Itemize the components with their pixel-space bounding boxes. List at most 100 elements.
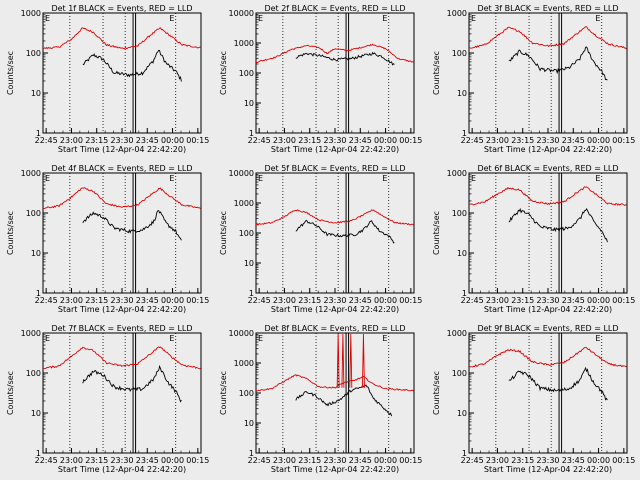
y-tick-label: 1000 xyxy=(21,329,41,338)
y-tick-label: 10 xyxy=(31,89,41,98)
x-tick-label: 23:00 xyxy=(273,456,296,465)
x-tick-label: 23:15 xyxy=(511,136,534,145)
x-tick-label: 00:00 xyxy=(374,456,397,465)
x-tick-label: 23:00 xyxy=(273,296,296,305)
y-tick-label: 1000 xyxy=(234,359,254,368)
y-tick-label: 1 xyxy=(462,449,467,458)
plot-panel-2 xyxy=(255,12,415,134)
x-tick-label: 00:15 xyxy=(399,296,422,305)
y-tick-label: 10 xyxy=(457,409,467,418)
lld-spike xyxy=(341,333,345,388)
y-tick-label: 1 xyxy=(36,289,41,298)
y-tick-label: 1000 xyxy=(21,169,41,178)
plot-panel-5 xyxy=(255,172,415,294)
y-tick-label: 10 xyxy=(244,259,254,268)
saa-marker-label: E xyxy=(382,14,387,23)
plot-title: Det 2f BLACK = Events, RED = LLD xyxy=(264,4,405,13)
series-line-events xyxy=(295,51,395,66)
y-tick-label: 1000 xyxy=(234,39,254,48)
x-tick-label: 23:45 xyxy=(349,136,372,145)
series-line-lld xyxy=(42,187,201,210)
x-tick-label: 00:15 xyxy=(186,296,209,305)
e-marker-label: E xyxy=(45,14,50,23)
plot-title: Det 5f BLACK = Events, RED = LLD xyxy=(264,164,405,173)
y-tick-label: 100 xyxy=(26,369,41,378)
x-tick-label: 23:00 xyxy=(486,296,509,305)
series-line-events xyxy=(82,210,182,241)
x-tick-label: 23:45 xyxy=(136,456,159,465)
y-tick-label: 100 xyxy=(26,49,41,58)
x-tick-label: 23:00 xyxy=(60,296,83,305)
plot-title: Det 3f BLACK = Events, RED = LLD xyxy=(477,4,618,13)
lld-spike xyxy=(349,333,353,388)
x-tick-label: 22:45 xyxy=(35,456,58,465)
x-tick-label: 23:15 xyxy=(85,456,108,465)
x-tick-label: 23:45 xyxy=(349,456,372,465)
y-tick-label: 1000 xyxy=(447,9,467,18)
x-tick-label: 00:00 xyxy=(161,456,184,465)
y-axis-label: Counts/sec xyxy=(6,211,15,255)
y-tick-label: 10 xyxy=(31,249,41,258)
y-tick-label: 1 xyxy=(249,129,254,138)
x-tick-label: 00:15 xyxy=(186,136,209,145)
y-tick-label: 10 xyxy=(244,419,254,428)
series-line-lld xyxy=(468,347,627,368)
plot-panel-7 xyxy=(42,332,202,454)
x-tick-label: 00:15 xyxy=(612,136,635,145)
x-tick-label: 23:15 xyxy=(298,136,321,145)
x-tick-label: 22:45 xyxy=(461,296,484,305)
x-tick-label: 00:00 xyxy=(374,136,397,145)
series-line-lld xyxy=(469,186,627,206)
x-tick-label: 00:15 xyxy=(612,456,635,465)
x-tick-label: 23:00 xyxy=(60,456,83,465)
x-tick-label: 23:15 xyxy=(85,136,108,145)
x-tick-label: 22:45 xyxy=(248,296,271,305)
x-tick-label: 23:45 xyxy=(136,136,159,145)
series-line-lld xyxy=(256,374,414,392)
x-tick-label: 23:30 xyxy=(536,136,559,145)
plot-panel-6 xyxy=(468,172,628,294)
saa-marker-label: E xyxy=(169,334,174,343)
plot-panel-9 xyxy=(468,332,628,454)
series-line-events xyxy=(295,384,393,417)
saa-marker-label: E xyxy=(595,174,600,183)
y-tick-label: 1 xyxy=(462,289,467,298)
x-tick-label: 23:45 xyxy=(136,296,159,305)
x-tick-label: 00:00 xyxy=(374,296,397,305)
plot-panel-1 xyxy=(42,12,202,134)
plot-frame xyxy=(255,12,415,134)
x-axis-label: Start Time (12-Apr-04 22:42:20) xyxy=(58,465,186,474)
y-axis-label: Counts/sec xyxy=(432,371,441,415)
y-tick-label: 1000 xyxy=(447,329,467,338)
saa-marker-label: E xyxy=(382,334,387,343)
y-tick-label: 100 xyxy=(239,389,254,398)
series-line-lld xyxy=(468,26,627,50)
plot-title: Det 4f BLACK = Events, RED = LLD xyxy=(51,164,192,173)
y-tick-label: 1000 xyxy=(234,199,254,208)
y-tick-label: 100 xyxy=(452,209,467,218)
series-line-lld xyxy=(42,27,201,50)
x-tick-label: 23:45 xyxy=(562,296,585,305)
x-tick-label: 23:15 xyxy=(298,456,321,465)
x-axis-label: Start Time (12-Apr-04 22:42:20) xyxy=(271,145,399,154)
y-tick-label: 100 xyxy=(239,229,254,238)
x-tick-label: 00:00 xyxy=(587,136,610,145)
x-tick-label: 23:30 xyxy=(536,296,559,305)
y-axis-label: Counts/sec xyxy=(219,371,228,415)
plot-panel-8 xyxy=(255,332,415,454)
saa-marker-label: E xyxy=(169,14,174,23)
y-tick-label: 10000 xyxy=(229,9,254,18)
y-tick-label: 1 xyxy=(462,129,467,138)
x-tick-label: 23:15 xyxy=(85,296,108,305)
series-line-events xyxy=(508,366,608,401)
x-tick-label: 00:15 xyxy=(399,456,422,465)
lld-spike xyxy=(336,333,340,388)
y-tick-label: 10000 xyxy=(229,169,254,178)
y-tick-label: 100 xyxy=(26,209,41,218)
plot-title: Det 7f BLACK = Events, RED = LLD xyxy=(51,324,192,333)
series-line-events xyxy=(508,207,608,243)
lld-spike xyxy=(361,333,365,388)
x-tick-label: 22:45 xyxy=(248,456,271,465)
e-marker-label: E xyxy=(45,334,50,343)
